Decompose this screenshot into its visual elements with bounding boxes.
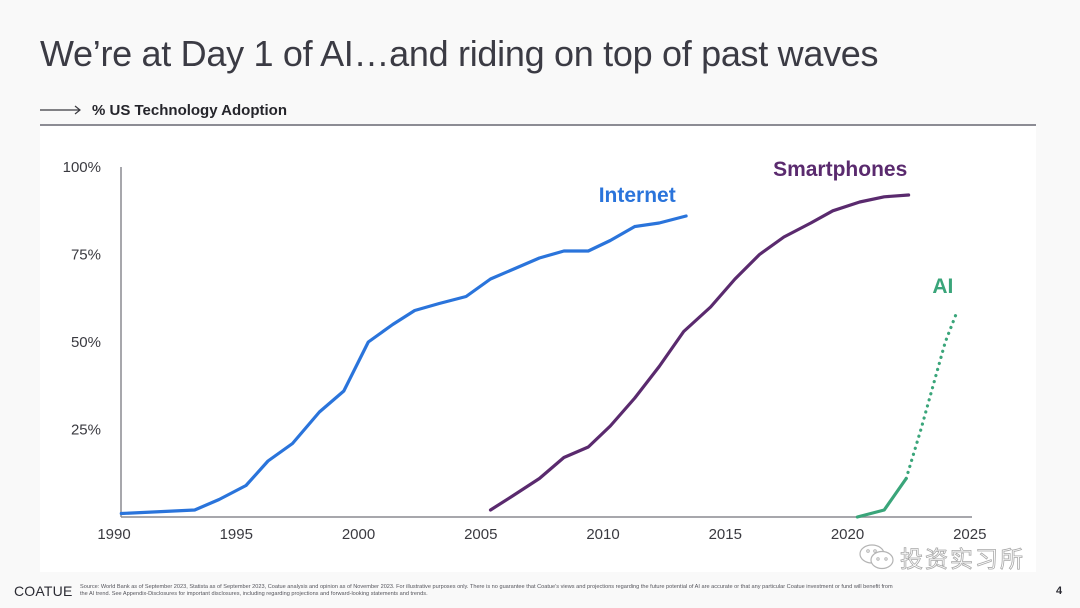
x-tick-label: 2025 <box>953 526 986 543</box>
coatue-logo: COATUE <box>14 583 73 599</box>
source-line-2: the AI trend. See Appendix-Disclosures f… <box>80 590 428 597</box>
slide-title: We’re at Day 1 of AI…and riding on top o… <box>40 33 879 74</box>
series-label-ai: AI <box>932 275 953 298</box>
y-tick-label: 75% <box>71 247 101 264</box>
x-tick-label: 2010 <box>586 526 619 543</box>
series-line-smartphones <box>488 193 911 512</box>
x-tick-label: 2000 <box>342 526 375 543</box>
series-line-internet <box>119 214 688 516</box>
watermark: 投资实习所 <box>858 541 1025 573</box>
x-tick-label: 1995 <box>220 526 253 543</box>
source-line-1: Source: World Bank as of September 2023,… <box>80 584 893 590</box>
series-label-internet: Internet <box>599 184 676 207</box>
x-tick-label: 2005 <box>464 526 497 543</box>
page-number: 4 <box>1056 585 1063 597</box>
y-tick-label: 25% <box>71 422 101 439</box>
x-tick-label: 2020 <box>831 526 864 543</box>
chart-subtitle: % US Technology Adoption <box>92 101 287 119</box>
wechat-icon <box>859 544 894 570</box>
series-label-smartphones: Smartphones <box>773 158 907 181</box>
long-arrow-right-icon <box>40 105 81 115</box>
series-line-ai <box>855 476 908 519</box>
series-line-ai-projected <box>904 308 960 481</box>
source-disclaimer: Source: World Bank as of September 2023,… <box>80 584 1040 597</box>
y-tick-label: 50% <box>71 334 101 351</box>
chart-subtitle-row: % US Technology Adoption <box>40 101 287 119</box>
x-tick-label: 1990 <box>97 526 130 543</box>
x-tick-label: 2015 <box>709 526 742 543</box>
header-divider <box>40 124 1036 126</box>
y-tick-label: 100% <box>63 159 101 176</box>
watermark-text: 投资实习所 <box>900 547 1025 574</box>
